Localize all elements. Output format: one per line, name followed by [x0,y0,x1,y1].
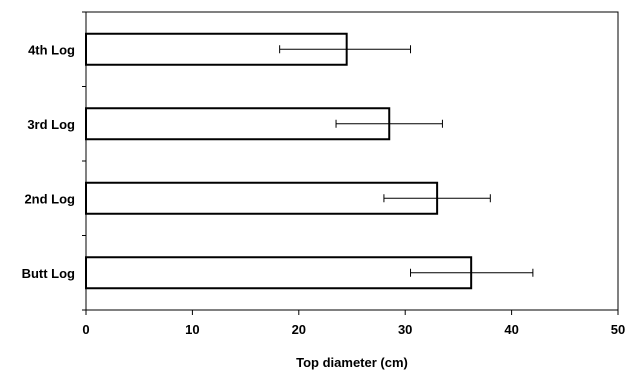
x-axis-title: Top diameter (cm) [296,355,408,370]
category-label: Butt Log [22,266,75,281]
x-tick-label: 20 [292,322,306,337]
y-axis: Butt Log 2nd Log 3rd Log 4th Log [22,11,86,311]
x-tick-label: 0 [82,322,89,337]
category-label: 4th Log [28,42,75,57]
bar [85,181,439,215]
category-label: 3rd Log [27,117,75,132]
x-tick-label: 50 [611,322,625,337]
x-tick-label: 40 [504,322,518,337]
bar [85,256,473,290]
x-axis: 0 10 20 30 40 50 [82,310,625,337]
x-tick-label: 30 [398,322,412,337]
error-bars-group [279,45,534,277]
x-tick-label: 10 [185,322,199,337]
category-label: 2nd Log [24,191,75,206]
bars-group [85,32,473,290]
